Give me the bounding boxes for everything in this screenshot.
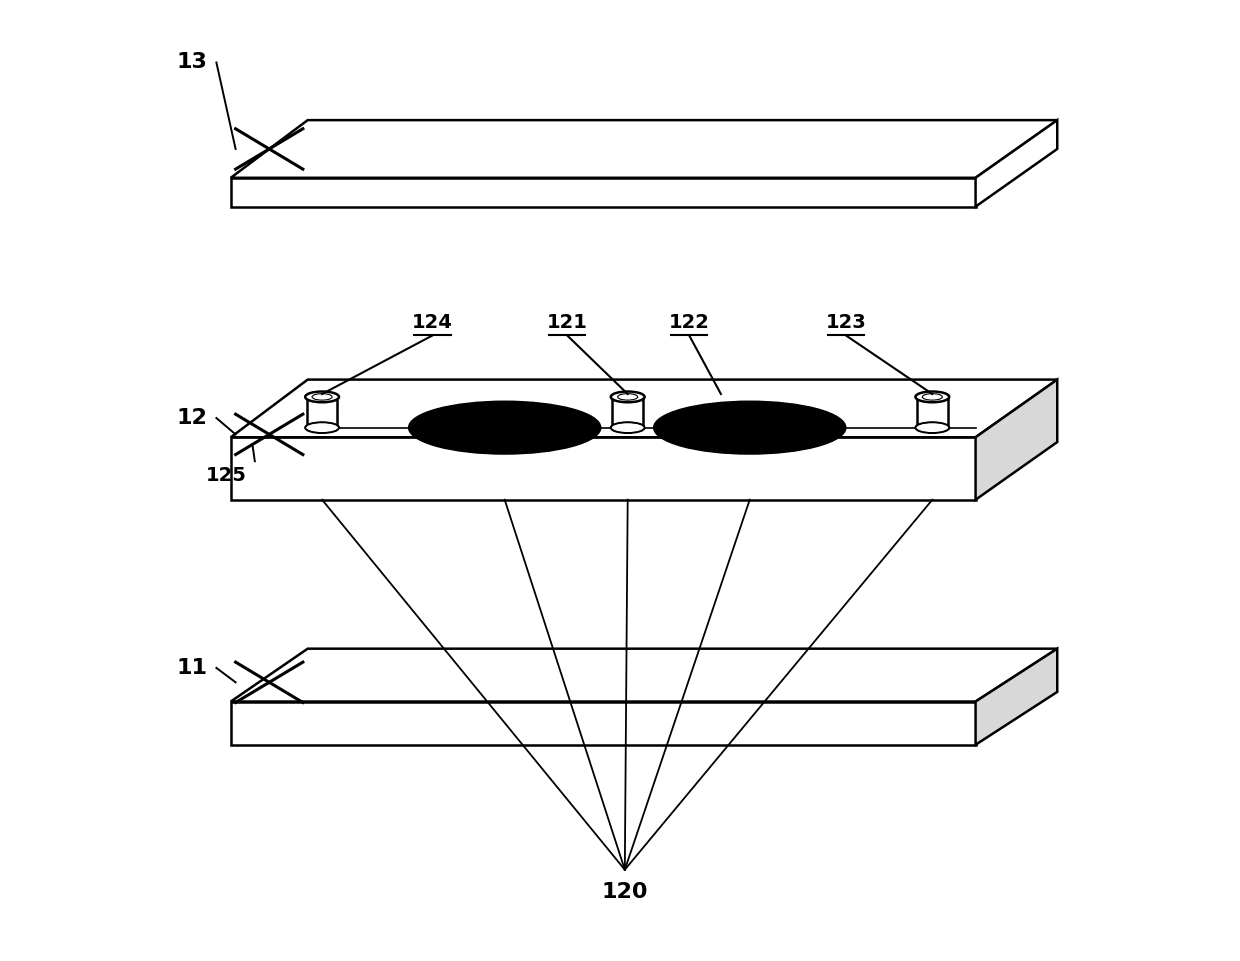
Text: 122: 122 [668, 312, 709, 332]
Ellipse shape [653, 401, 846, 454]
Ellipse shape [312, 394, 332, 400]
Ellipse shape [611, 422, 645, 433]
Text: 120: 120 [601, 882, 649, 901]
Text: 124: 124 [412, 312, 453, 332]
Ellipse shape [305, 422, 339, 433]
Ellipse shape [305, 391, 339, 403]
Polygon shape [231, 120, 1058, 178]
Text: 125: 125 [206, 466, 247, 485]
Polygon shape [976, 649, 1058, 745]
Polygon shape [976, 120, 1058, 207]
Polygon shape [613, 397, 644, 428]
Polygon shape [231, 178, 976, 207]
Polygon shape [231, 380, 1058, 437]
Polygon shape [231, 649, 1058, 702]
Polygon shape [231, 437, 976, 500]
Ellipse shape [408, 401, 600, 454]
Polygon shape [976, 380, 1058, 500]
Polygon shape [306, 397, 337, 428]
Text: 121: 121 [547, 312, 588, 332]
Polygon shape [231, 702, 976, 745]
Ellipse shape [915, 391, 950, 403]
Text: 11: 11 [177, 658, 208, 678]
Ellipse shape [611, 391, 645, 403]
Ellipse shape [915, 422, 950, 433]
Text: 123: 123 [826, 312, 867, 332]
Text: 13: 13 [177, 53, 208, 72]
Polygon shape [916, 397, 947, 428]
Ellipse shape [923, 394, 942, 400]
Text: 12: 12 [177, 408, 208, 428]
Ellipse shape [618, 394, 637, 400]
